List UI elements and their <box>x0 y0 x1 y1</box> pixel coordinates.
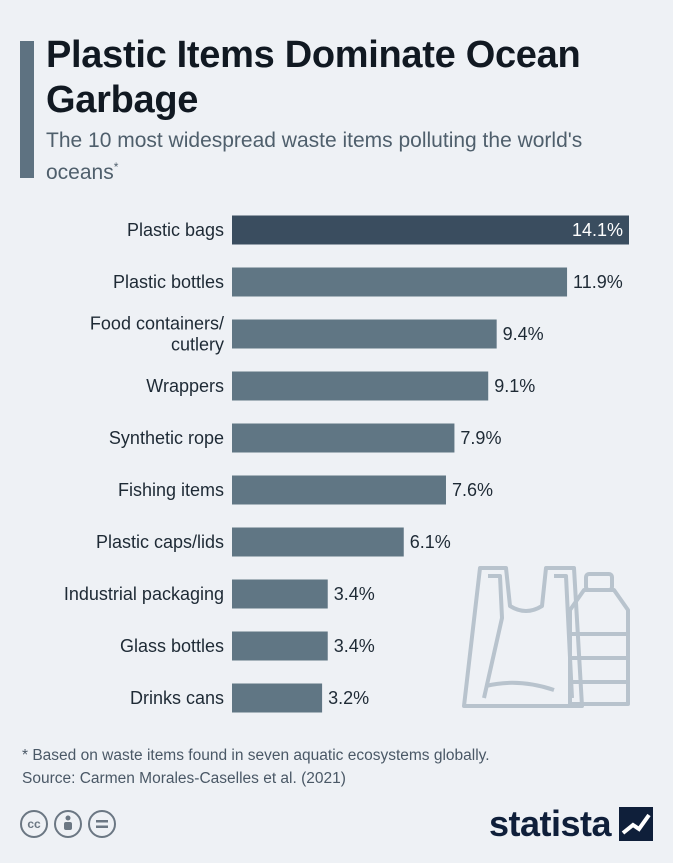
footnote-text: * Based on waste items found in seven aq… <box>22 747 490 764</box>
footnote-block: * Based on waste items found in seven aq… <box>22 744 662 790</box>
bar-0 <box>232 215 629 245</box>
value-label-9: 3.2% <box>328 688 369 708</box>
bar-4 <box>232 423 455 453</box>
brand-logo[interactable]: statista <box>489 803 653 845</box>
category-label-6: Plastic caps/lids <box>96 532 224 552</box>
bar-2 <box>232 319 497 349</box>
category-label-0: Plastic bags <box>127 220 224 240</box>
category-label-5: Fishing items <box>118 480 224 500</box>
value-label-1: 11.9% <box>573 272 623 292</box>
value-label-0: 14.1% <box>572 220 623 240</box>
value-label-2: 9.4% <box>503 324 544 344</box>
category-label-3: Wrappers <box>146 376 224 396</box>
attribution-icon[interactable] <box>54 810 82 838</box>
brand-name: statista <box>488 803 612 844</box>
category-label-8: Glass bottles <box>120 636 224 656</box>
value-label-5: 7.6% <box>452 480 493 500</box>
category-label-2: Food containers/cutlery <box>90 314 224 355</box>
category-label-1: Plastic bottles <box>113 272 224 292</box>
license-icons: cc <box>20 810 116 838</box>
bar-3 <box>232 371 489 401</box>
subtitle-footnote-mark: * <box>113 160 119 174</box>
bar-7 <box>232 579 328 609</box>
bar-chart: Plastic bags 14.1% Plastic bottles 11.9% Foo… <box>64 215 629 713</box>
value-label-7: 3.4% <box>334 584 375 604</box>
value-label-8: 3.4% <box>334 636 375 656</box>
category-label-7: Industrial packaging <box>64 584 224 604</box>
plastic-bag-bottle-illustration <box>462 566 630 708</box>
value-label-4: 7.9% <box>460 428 501 448</box>
creative-commons-icon[interactable]: cc <box>20 810 48 838</box>
value-label-3: 9.1% <box>494 376 535 396</box>
bar-5 <box>232 475 446 505</box>
value-label-6: 6.1% <box>410 532 451 552</box>
statista-mark-icon <box>619 807 653 841</box>
bar-6 <box>232 527 404 557</box>
page-title: Plastic Items Dominate Ocean Garbage <box>46 34 581 121</box>
bar-8 <box>232 631 328 661</box>
title-accent-bar <box>20 41 34 178</box>
bar-1 <box>232 267 568 297</box>
category-label-4: Synthetic rope <box>109 428 224 448</box>
subtitle-text: The 10 most widespread waste items pollu… <box>46 129 583 184</box>
no-derivatives-icon[interactable] <box>88 810 116 838</box>
page-subtitle: The 10 most widespread waste items pollu… <box>46 128 606 186</box>
bar-9 <box>232 683 323 713</box>
category-label-9: Drinks cans <box>130 688 224 708</box>
source-text: Source: Carmen Morales-Caselles et al. (… <box>22 770 346 787</box>
